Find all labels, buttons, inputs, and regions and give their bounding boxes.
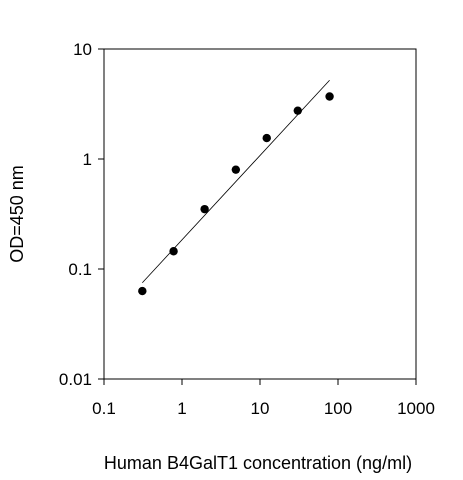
plot-frame [103, 48, 417, 380]
x-tick-label: 1 [177, 399, 186, 418]
data-point [325, 92, 334, 101]
x-tick-label: 1000 [397, 399, 435, 418]
x-axis-ticks: 0.1 1 10 100 1000 [92, 379, 435, 418]
data-point [293, 106, 302, 115]
y-tick-label: 0.01 [59, 370, 92, 389]
x-tick-label: 100 [324, 399, 352, 418]
data-point [200, 204, 209, 214]
data-point [169, 247, 178, 256]
y-tick-label: 10 [73, 40, 92, 59]
y-axis-title: OD=450 nm [7, 165, 27, 263]
data-point [262, 133, 271, 143]
x-axis-title: Human B4GalT1 concentration (ng/ml) [104, 453, 412, 473]
data-points [138, 92, 334, 296]
data-point [138, 286, 147, 296]
y-tick-label: 0.1 [68, 260, 92, 279]
x-tick-label: 10 [251, 399, 270, 418]
data-point [231, 165, 241, 174]
y-axis-ticks: 0.01 0.1 1 10 [59, 40, 104, 389]
x-tick-label: 0.1 [92, 399, 116, 418]
y-tick-label: 1 [83, 150, 92, 169]
